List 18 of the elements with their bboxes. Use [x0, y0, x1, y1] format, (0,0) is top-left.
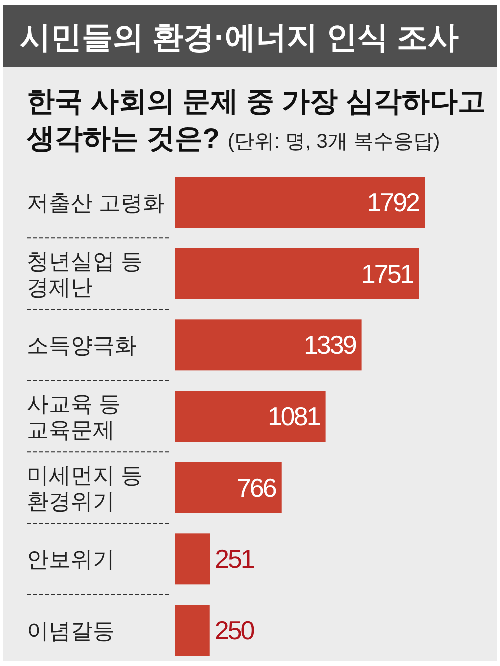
category-label: 청년실업 등 경제난	[27, 248, 144, 300]
data-label: 251	[215, 544, 254, 574]
data-label: 766	[236, 472, 276, 503]
subtitle: 생각하는 것은?	[27, 123, 220, 154]
title: 시민들의 환경·에너지 인식 조사	[20, 20, 460, 55]
data-label: 250	[214, 616, 254, 646]
data-label: 1339	[304, 330, 356, 360]
data-label: 1792	[367, 188, 419, 218]
annotation: (단위: 명, 3개 복수응답)	[228, 131, 440, 153]
category-label: 저출산 고령화	[27, 190, 166, 216]
data-label: 1081	[268, 402, 320, 432]
category-label: 미세먼지 등 환경위기	[27, 462, 144, 514]
category-label: 소득양극화	[27, 333, 137, 358]
category-label: 사교육 등 교육문제	[27, 392, 122, 442]
category-label: 안보위기	[27, 547, 115, 572]
data-label: 1751	[361, 258, 414, 289]
category-label: 이념갈등	[27, 618, 115, 644]
subtitle: 한국 사회의 문제 중 가장 심각하다고	[27, 86, 486, 117]
